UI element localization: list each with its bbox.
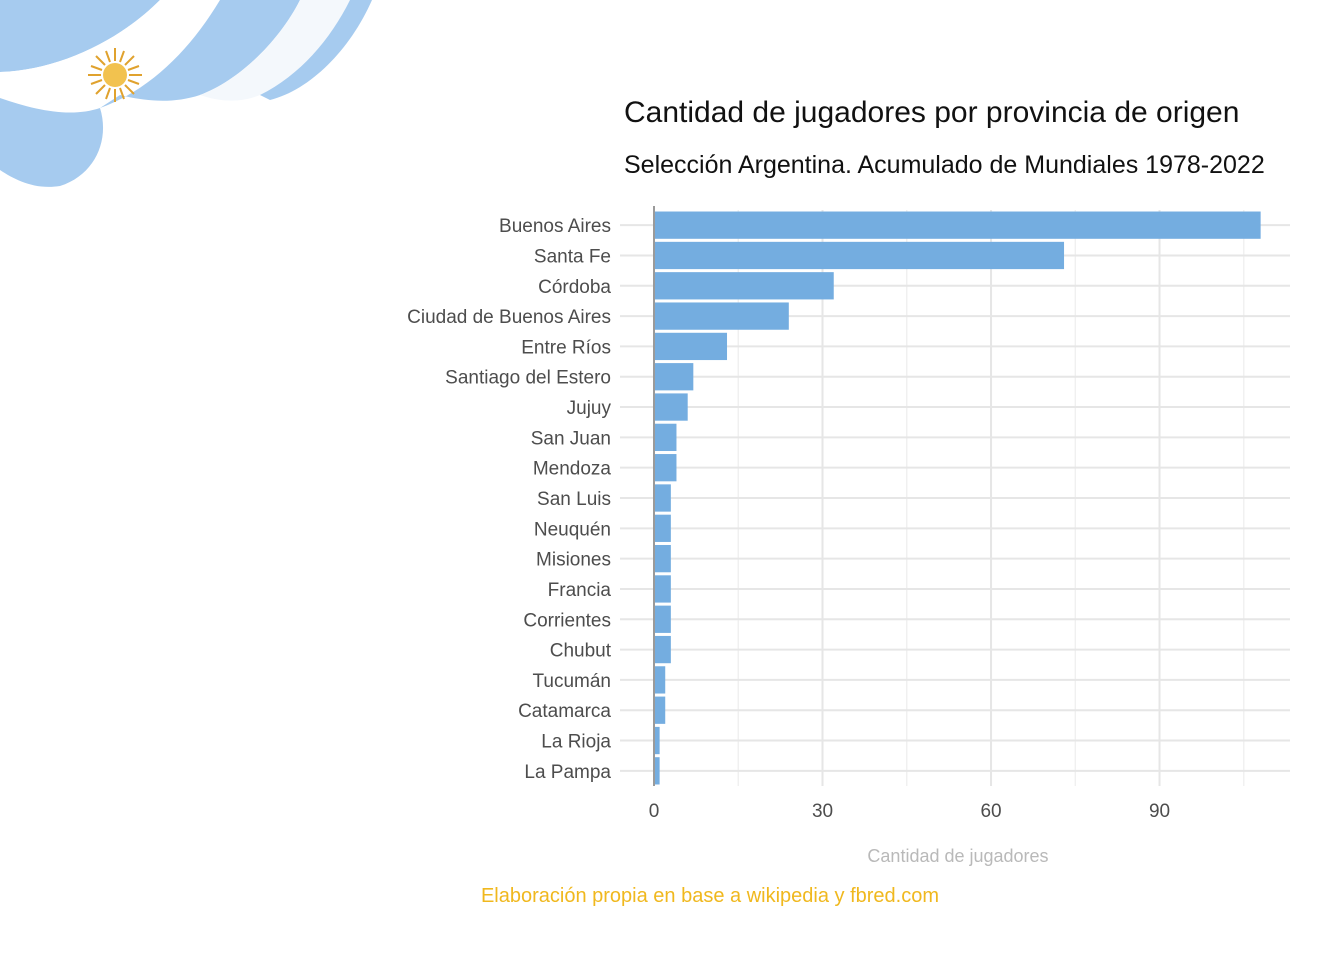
bar xyxy=(654,332,728,361)
bar xyxy=(654,393,688,421)
category-label: Corrientes xyxy=(523,610,611,631)
category-label: Neuquén xyxy=(534,519,611,540)
category-label: La Rioja xyxy=(541,732,611,753)
category-label: Ciudad de Buenos Aires xyxy=(407,307,611,328)
category-label: Chubut xyxy=(550,641,612,662)
bar xyxy=(654,363,694,391)
bar xyxy=(654,484,671,512)
bar xyxy=(654,726,660,755)
x-tick-label: 0 xyxy=(649,801,660,822)
category-label: Buenos Aires xyxy=(499,216,611,237)
bar xyxy=(654,454,677,482)
category-label: Mendoza xyxy=(533,459,612,480)
x-axis-label: Cantidad de jugadores xyxy=(867,846,1049,866)
chart-subtitle: Selección Argentina. Acumulado de Mundia… xyxy=(624,151,1265,179)
bar xyxy=(654,302,789,330)
x-tick-label: 30 xyxy=(812,801,833,822)
bar xyxy=(654,241,1065,270)
x-tick-label: 60 xyxy=(980,801,1001,822)
x-tick-label: 90 xyxy=(1149,801,1170,822)
bar xyxy=(654,575,671,603)
category-label: Córdoba xyxy=(538,277,611,298)
category-label: San Luis xyxy=(537,489,611,510)
bar xyxy=(654,272,834,300)
category-label: La Pampa xyxy=(524,762,611,783)
chart-title: Cantidad de jugadores por provincia de o… xyxy=(624,96,1240,129)
bar xyxy=(654,666,666,694)
category-label: Tucumán xyxy=(533,671,612,692)
bar xyxy=(654,423,677,452)
bar xyxy=(654,514,671,542)
bar xyxy=(654,696,666,724)
bar xyxy=(654,757,660,785)
bar xyxy=(654,605,671,633)
category-label: Catamarca xyxy=(518,701,611,722)
bar xyxy=(654,211,1261,239)
category-label: Entre Ríos xyxy=(521,337,611,358)
chart-caption: Elaboración propia en base a wikipedia y… xyxy=(480,885,940,907)
category-label: Santiago del Estero xyxy=(445,368,611,389)
category-label: Misiones xyxy=(536,550,611,571)
category-label: Santa Fe xyxy=(534,246,611,267)
bar xyxy=(654,635,671,664)
argentina-flag-decoration xyxy=(0,0,372,187)
category-label: Jujuy xyxy=(567,398,612,419)
bar xyxy=(654,544,671,573)
category-label: San Juan xyxy=(531,428,611,449)
category-label: Francia xyxy=(548,580,612,601)
